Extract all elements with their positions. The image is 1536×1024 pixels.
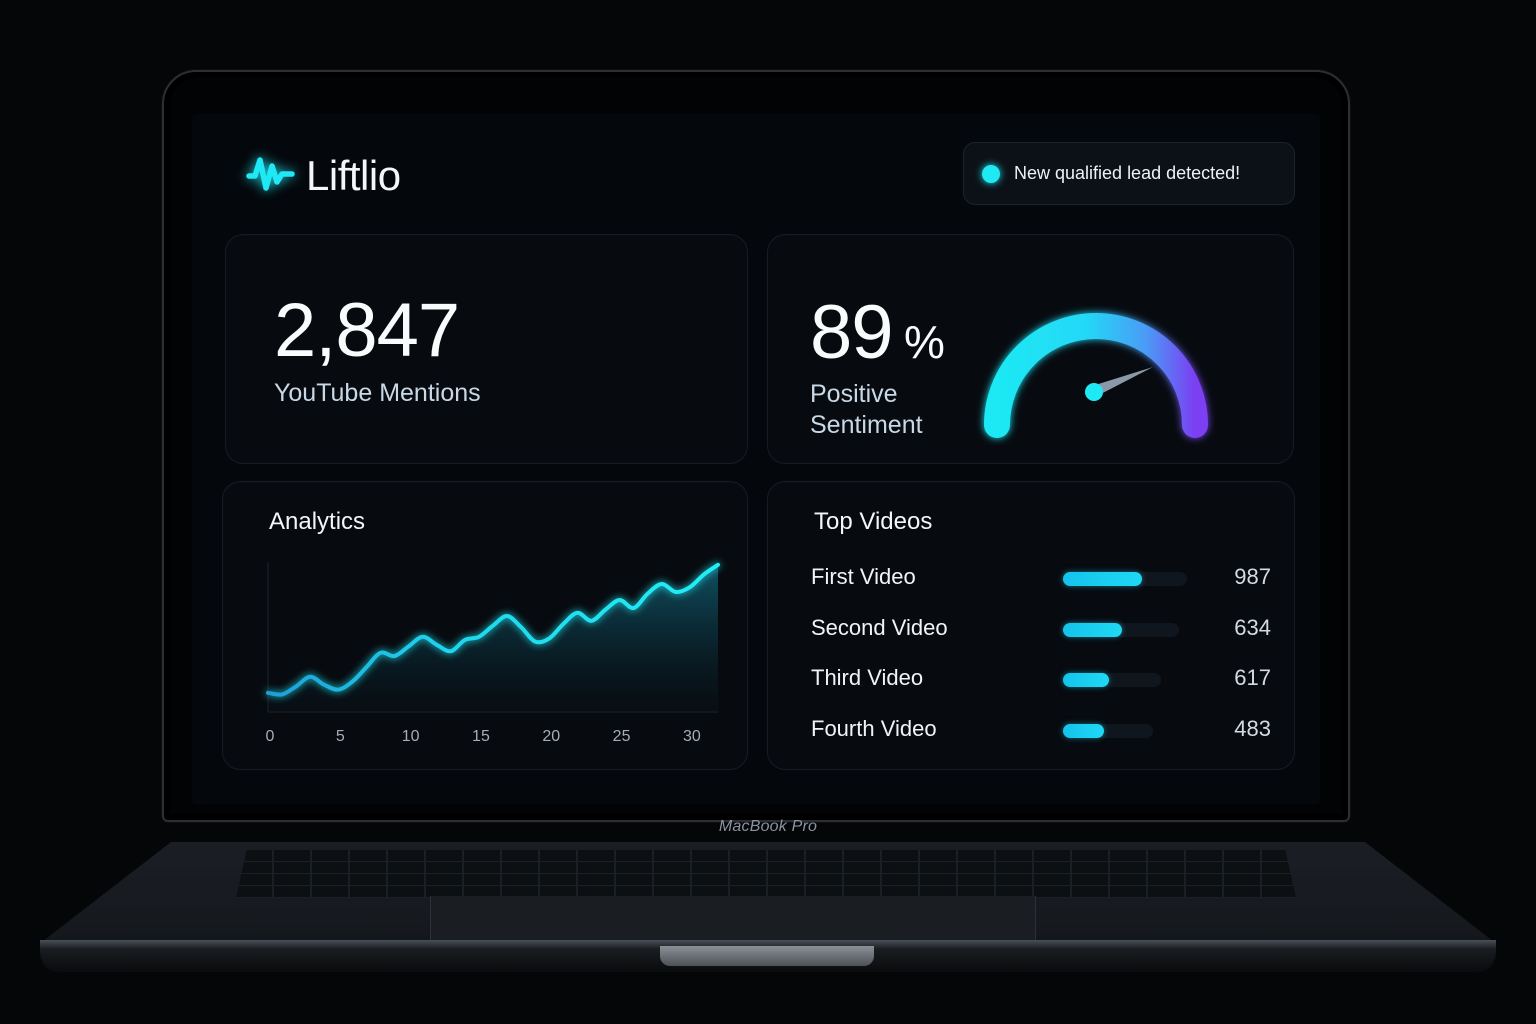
video-name: First Video (811, 564, 916, 589)
lead-notification[interactable]: New qualified lead detected! (963, 142, 1295, 205)
video-name: Fourth Video (811, 716, 937, 741)
x-tick-label: 10 (401, 728, 420, 745)
sentiment-card[interactable]: 89 % Positive Sentiment (767, 234, 1294, 464)
sentiment-unit: % (904, 316, 945, 368)
video-bar-track (1063, 673, 1161, 687)
top-videos-title: Top Videos (814, 508, 933, 535)
video-name: Second Video (811, 615, 948, 640)
status-dot-icon (982, 164, 1000, 183)
video-row-first[interactable]: First Video 987 (811, 564, 1271, 594)
app-logo[interactable]: Liftlio (246, 152, 401, 200)
notification-text: New qualified lead detected! (1014, 163, 1241, 183)
video-bar-fill (1063, 673, 1109, 687)
x-tick-label: 0 (265, 728, 275, 745)
mentions-card[interactable]: 2,847 YouTube Mentions (225, 234, 748, 464)
analytics-title: Analytics (269, 508, 366, 535)
analytics-line-chart (266, 562, 720, 713)
mentions-label: YouTube Mentions (274, 379, 481, 407)
x-tick-label: 20 (542, 728, 561, 745)
video-count: 617 (1234, 665, 1271, 690)
video-bar-track (1063, 724, 1153, 738)
video-bar-track (1063, 623, 1179, 637)
video-count: 483 (1234, 716, 1271, 741)
video-bar-fill (1063, 572, 1142, 586)
sentiment-gauge (974, 271, 1224, 456)
app-name: Liftlio (306, 152, 401, 199)
gauge-needle-icon (1092, 367, 1153, 397)
sentiment-label: Positive Sentiment (810, 380, 923, 439)
sentiment-value: 89 (810, 290, 894, 375)
video-name: Third Video (811, 665, 924, 690)
x-tick-label: 5 (335, 728, 345, 745)
keyboard (236, 850, 1296, 898)
x-tick-label: 25 (612, 728, 631, 745)
mentions-value: 2,847 (274, 288, 460, 373)
waveform-icon (246, 154, 296, 199)
video-row-fourth[interactable]: Fourth Video 483 (811, 716, 1271, 746)
top-videos-card[interactable]: Top Videos First Video 987 Second Video … (767, 481, 1295, 770)
analytics-card[interactable]: Analytics 0 5 10 15 20 25 30 (222, 481, 748, 770)
video-bar-fill (1063, 724, 1104, 738)
video-row-third[interactable]: Third Video 617 (811, 665, 1271, 695)
lid-opening-notch (660, 946, 874, 966)
x-tick-label: 15 (472, 728, 490, 745)
video-row-second[interactable]: Second Video 634 (811, 615, 1271, 645)
video-bar-track (1063, 572, 1187, 586)
device-label: MacBook Pro (718, 818, 818, 835)
video-count: 987 (1234, 564, 1271, 589)
trackpad (430, 896, 1036, 944)
video-bar-fill (1063, 623, 1122, 637)
x-tick-label: 30 (682, 728, 701, 745)
video-count: 634 (1234, 615, 1271, 640)
